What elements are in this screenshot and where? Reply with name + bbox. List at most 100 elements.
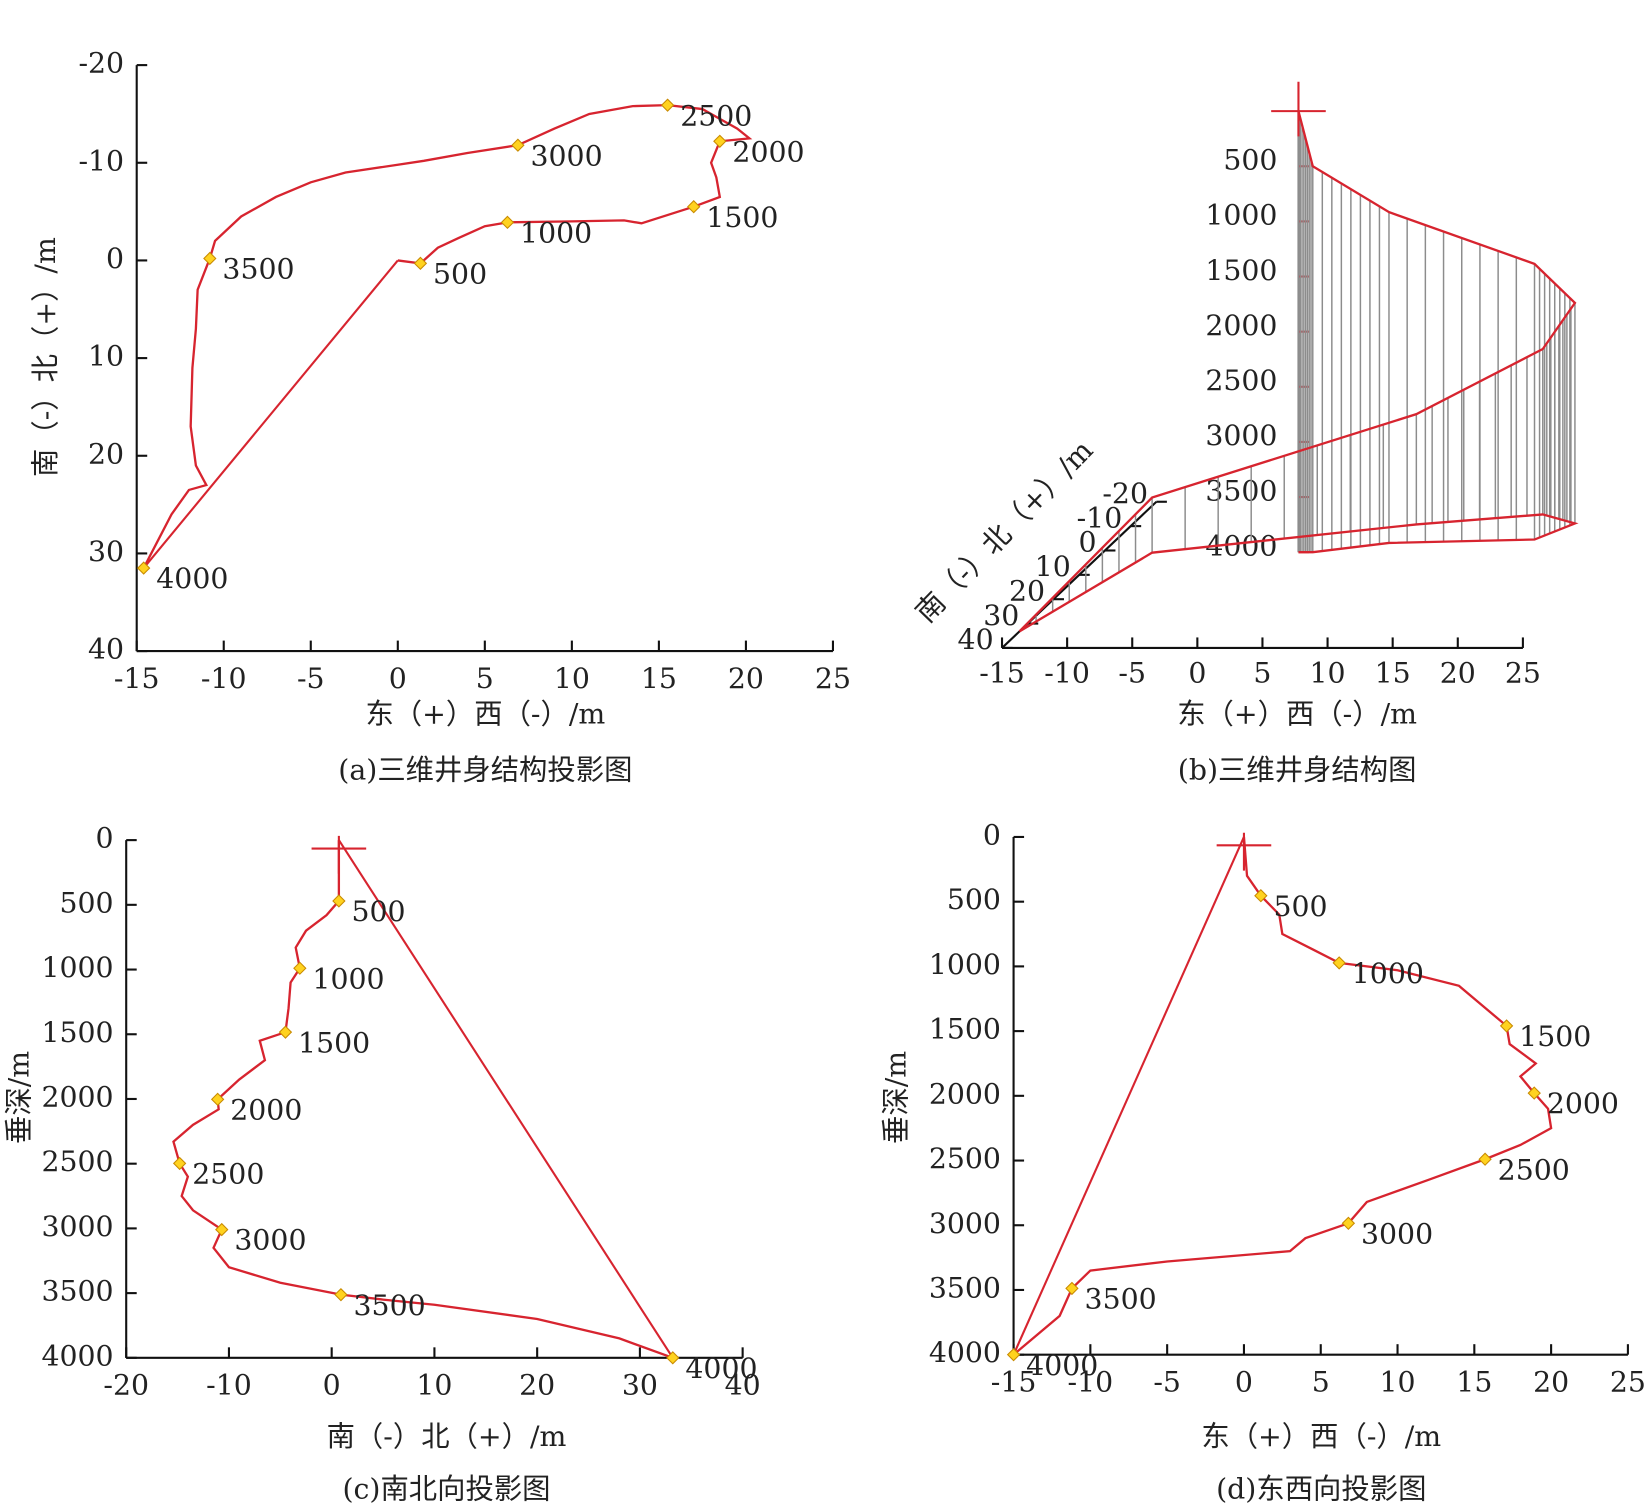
y-tick-label: 10 [88, 340, 124, 373]
depth-marker [136, 561, 151, 575]
y-axis-label: 垂深/m [880, 1051, 913, 1144]
y-tick-label: 10 [1035, 550, 1071, 583]
depth-marker [172, 1156, 187, 1171]
depth-marker [1527, 1086, 1541, 1100]
y-tick-label: 20 [88, 437, 124, 470]
x-tick-label: 20 [1440, 657, 1476, 690]
y-tick-label: 4000 [929, 1336, 1001, 1369]
trajectory-3d [1018, 110, 1577, 633]
x-tick-label: -10 [201, 662, 247, 695]
y-tick-label: 0 [983, 818, 1001, 851]
depth-label: 2500 [192, 1158, 264, 1191]
z-tick-label: 2000 [1205, 309, 1277, 342]
chart-title: (c)南北向投影图 [342, 1473, 550, 1506]
depth-label: 3000 [234, 1224, 306, 1257]
x-tick-label: 10 [1310, 657, 1346, 690]
x-tick-label: -15 [979, 657, 1025, 690]
z-tick-label: 3000 [1205, 419, 1277, 452]
depth-label: 1000 [520, 216, 592, 249]
depth-label: 500 [351, 895, 405, 928]
depth-marker [293, 961, 307, 975]
depth-label: 4000 [685, 1352, 757, 1385]
x-axis-label: 东（+）西（-）/m [365, 698, 605, 731]
depth-label: 3500 [354, 1289, 426, 1322]
y-tick-label: 2500 [929, 1142, 1001, 1175]
depth-label: 1000 [1352, 957, 1424, 990]
x-tick-label: -10 [1068, 1366, 1114, 1399]
depth-label: 1000 [312, 962, 384, 995]
chart-title: (b)三维井身结构图 [1178, 753, 1417, 786]
x-axis-label: 南（-）北（+）/m [327, 1420, 567, 1453]
closure-line [142, 259, 399, 569]
depth-label: 3500 [222, 253, 294, 286]
y-tick-label: 40 [88, 633, 124, 666]
depth-label: 2000 [1547, 1087, 1619, 1120]
x-axis-label: 东（+）西（-）/m [1177, 698, 1417, 731]
x-tick-label: -5 [297, 662, 325, 695]
x-tick-label: -10 [1044, 657, 1090, 690]
y-axis-label: 南（-）北（+）/m [29, 237, 62, 477]
y-tick-label: -10 [78, 144, 124, 177]
depth-label: 2000 [732, 135, 804, 168]
floor-projection [1018, 513, 1579, 633]
y-tick-label: 20 [1009, 574, 1045, 607]
closure-line [337, 839, 674, 1359]
depth-marker [1254, 889, 1268, 903]
x-tick-label: -5 [1153, 1366, 1181, 1399]
y-tick-label: 2500 [41, 1145, 113, 1178]
depth-label: 2500 [680, 99, 752, 132]
depth-marker [278, 1025, 293, 1039]
depth-label: 500 [433, 257, 487, 290]
depth-marker [1499, 1019, 1514, 1033]
y-tick-label: 3000 [929, 1207, 1001, 1240]
depth-marker [215, 1222, 229, 1237]
y-tick-label: 500 [59, 886, 113, 919]
y-tick-label: -10 [1077, 501, 1123, 534]
y-tick-label: 1500 [41, 1016, 113, 1049]
y-axis-label: 垂深/m [3, 1051, 36, 1144]
depth-marker [1341, 1216, 1356, 1230]
y-tick-label: 1500 [929, 1013, 1001, 1046]
x-tick-label: 10 [554, 662, 590, 695]
x-tick-label: 25 [815, 662, 851, 695]
x-tick-label: 5 [476, 662, 494, 695]
depth-marker [713, 134, 727, 148]
depth-marker [1065, 1281, 1079, 1296]
depth-label: 3000 [531, 139, 603, 172]
z-tick-label: 2500 [1205, 364, 1277, 397]
depth-label: 4000 [156, 562, 228, 595]
depth-label: 3500 [1085, 1283, 1157, 1316]
x-tick-label: 5 [1312, 1366, 1330, 1399]
depth-marker [203, 251, 217, 266]
y-tick-label: 500 [947, 883, 1001, 916]
depth-marker [660, 98, 675, 112]
depth-marker [687, 200, 701, 214]
depth-label: 500 [1273, 890, 1327, 923]
depth-marker [1478, 1152, 1492, 1166]
y-tick-label: 2000 [41, 1080, 113, 1113]
y-tick-label: 40 [958, 623, 994, 656]
chart-title: (d)东西向投影图 [1216, 1473, 1426, 1506]
depth-marker [334, 1287, 348, 1302]
y-tick-label: 1000 [929, 948, 1001, 981]
y-tick-label: 2000 [929, 1077, 1001, 1110]
closure-line [1012, 836, 1245, 1356]
x-tick-label: -15 [991, 1366, 1037, 1399]
y-tick-label: 1000 [41, 951, 113, 984]
x-tick-label: 20 [519, 1369, 555, 1402]
y-tick-label: -20 [78, 47, 124, 80]
depth-label: 2000 [230, 1093, 302, 1126]
x-tick-label: 0 [1235, 1366, 1253, 1399]
y-tick-label: 30 [88, 535, 124, 568]
depth-marker [332, 894, 346, 908]
y-tick-label: 30 [983, 599, 1019, 632]
y-tick-label: 3500 [929, 1271, 1001, 1304]
depth-marker [413, 256, 428, 271]
depth-label: 4000 [1026, 1349, 1098, 1382]
x-tick-label: 20 [1533, 1366, 1569, 1399]
x-tick-label: -10 [206, 1369, 252, 1402]
wellhead-cross [311, 835, 367, 874]
x-tick-label: 0 [1188, 657, 1206, 690]
